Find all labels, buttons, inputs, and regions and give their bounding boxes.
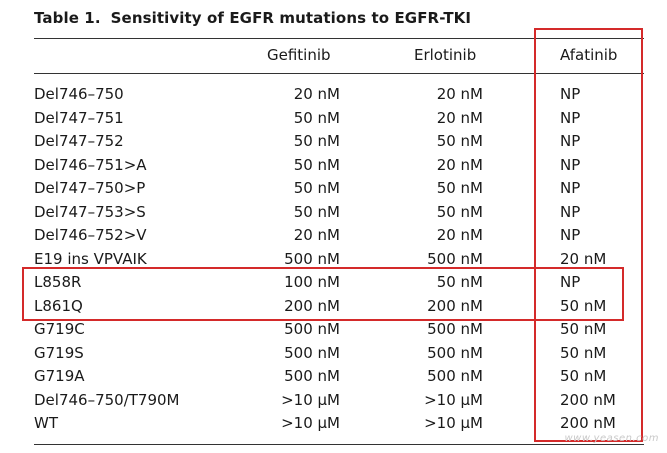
mutation-cell: Del747–753>S: [34, 202, 146, 221]
gefitinib-cell: 20 nM: [293, 85, 340, 103]
gefitinib-cell: 100 nM: [284, 273, 340, 291]
table-row: Del746–751>A 50 nM 20 nM NP: [0, 155, 667, 179]
afatinib-cell: NP: [560, 85, 581, 103]
mutation-cell: Del747–751: [34, 108, 124, 127]
header-gefitinib: Gefitinib: [267, 46, 331, 64]
gefitinib-cell: 50 nM: [293, 202, 340, 221]
gefitinib-cell: 500 nM: [284, 249, 340, 268]
afatinib-cell: NP: [560, 132, 581, 150]
table-row: Del746–750 20 nM 20 nM NP: [0, 84, 667, 108]
afatinib-cell: NP: [560, 108, 581, 127]
gefitinib-cell: 50 nM: [293, 132, 340, 150]
table-row: Del747–753>S 50 nM 50 nM NP: [0, 202, 667, 226]
gefitinib-cell: 500 nM: [284, 343, 340, 362]
afatinib-cell: 50 nM: [560, 296, 607, 315]
afatinib-cell: NP: [560, 273, 581, 291]
erlotinib-cell: 500 nM: [427, 343, 483, 362]
watermark: www.yeasen.com: [564, 433, 659, 444]
table-row: Del747–750>P 50 nM 50 nM NP: [0, 178, 667, 202]
gefitinib-cell: 200 nM: [284, 296, 340, 315]
table-row: Del746–752>V 20 nM 20 nM NP: [0, 225, 667, 249]
afatinib-cell: 50 nM: [560, 367, 607, 385]
erlotinib-cell: 50 nM: [436, 202, 483, 221]
erlotinib-cell: 50 nM: [436, 179, 483, 197]
table-row: G719A 500 nM 500 nM 50 nM: [0, 366, 667, 390]
top-rule: [34, 38, 644, 39]
erlotinib-cell: 20 nM: [436, 108, 483, 127]
afatinib-cell: 20 nM: [560, 249, 607, 268]
erlotinib-cell: 200 nM: [427, 296, 483, 315]
erlotinib-cell: 500 nM: [427, 367, 483, 385]
gefitinib-cell: >10 µM: [281, 390, 340, 409]
afatinib-cell: 200 nM: [560, 414, 616, 432]
erlotinib-cell: 500 nM: [427, 249, 483, 268]
mutation-cell: L858R: [34, 273, 82, 291]
erlotinib-cell: 500 nM: [427, 320, 483, 338]
erlotinib-cell: 20 nM: [436, 155, 483, 174]
gefitinib-cell: 50 nM: [293, 179, 340, 197]
afatinib-cell: NP: [560, 202, 581, 221]
gefitinib-cell: 500 nM: [284, 320, 340, 338]
afatinib-cell: NP: [560, 155, 581, 174]
table-row: WT >10 µM >10 µM 200 nM: [0, 413, 667, 437]
table-title-text: Sensitivity of EGFR mutations to EGFR-TK…: [110, 9, 472, 27]
table-row: G719S 500 nM 500 nM 50 nM: [0, 343, 667, 367]
mutation-cell: G719S: [34, 343, 84, 362]
mutation-cell: Del747–750>P: [34, 179, 146, 197]
table-row: Del746–750/T790M >10 µM >10 µM 200 nM: [0, 390, 667, 414]
erlotinib-cell: 50 nM: [436, 132, 483, 150]
mutation-cell: Del746–752>V: [34, 226, 147, 244]
table-row: G719C 500 nM 500 nM 50 nM: [0, 319, 667, 343]
table-row: E19 ins VPVAIK 500 nM 500 nM 20 nM: [0, 249, 667, 273]
header-erlotinib: Erlotinib: [414, 46, 477, 64]
afatinib-cell: 50 nM: [560, 343, 607, 362]
mutation-cell: Del746–750: [34, 85, 124, 103]
erlotinib-cell: >10 µM: [424, 390, 483, 409]
gefitinib-cell: 500 nM: [284, 367, 340, 385]
mutation-cell: E19 ins VPVAIK: [34, 249, 147, 268]
afatinib-cell: NP: [560, 226, 581, 244]
erlotinib-cell: 20 nM: [436, 85, 483, 103]
mutation-cell: Del746–750/T790M: [34, 390, 180, 409]
mutation-cell: G719A: [34, 367, 85, 385]
gefitinib-cell: 50 nM: [293, 108, 340, 127]
table-row: Del747–752 50 nM 50 nM NP: [0, 131, 667, 155]
gefitinib-cell: 50 nM: [293, 155, 340, 174]
mutation-cell: L861Q: [34, 296, 83, 315]
erlotinib-cell: 20 nM: [436, 226, 483, 244]
mutation-cell: G719C: [34, 320, 85, 338]
header-rule: [34, 73, 644, 74]
afatinib-cell: 200 nM: [560, 390, 616, 409]
erlotinib-cell: >10 µM: [424, 414, 483, 432]
table-body: Del746–750 20 nM 20 nM NP Del747–751 50 …: [0, 84, 667, 437]
mutation-cell: Del747–752: [34, 132, 124, 150]
afatinib-cell: NP: [560, 179, 581, 197]
table-row: L861Q 200 nM 200 nM 50 nM: [0, 296, 667, 320]
mutation-cell: Del746–751>A: [34, 155, 147, 174]
bottom-rule: [34, 444, 644, 445]
table-row: L858R 100 nM 50 nM NP: [0, 272, 667, 296]
header-afatinib: Afatinib: [560, 46, 618, 64]
erlotinib-cell: 50 nM: [436, 273, 483, 291]
table-number: Table 1.: [34, 9, 101, 27]
table-row: Del747–751 50 nM 20 nM NP: [0, 108, 667, 132]
table-title: Table 1. Sensitivity of EGFR mutations to…: [34, 9, 471, 27]
gefitinib-cell: 20 nM: [293, 226, 340, 244]
afatinib-cell: 50 nM: [560, 320, 607, 338]
mutation-cell: WT: [34, 414, 58, 432]
gefitinib-cell: >10 µM: [281, 414, 340, 432]
